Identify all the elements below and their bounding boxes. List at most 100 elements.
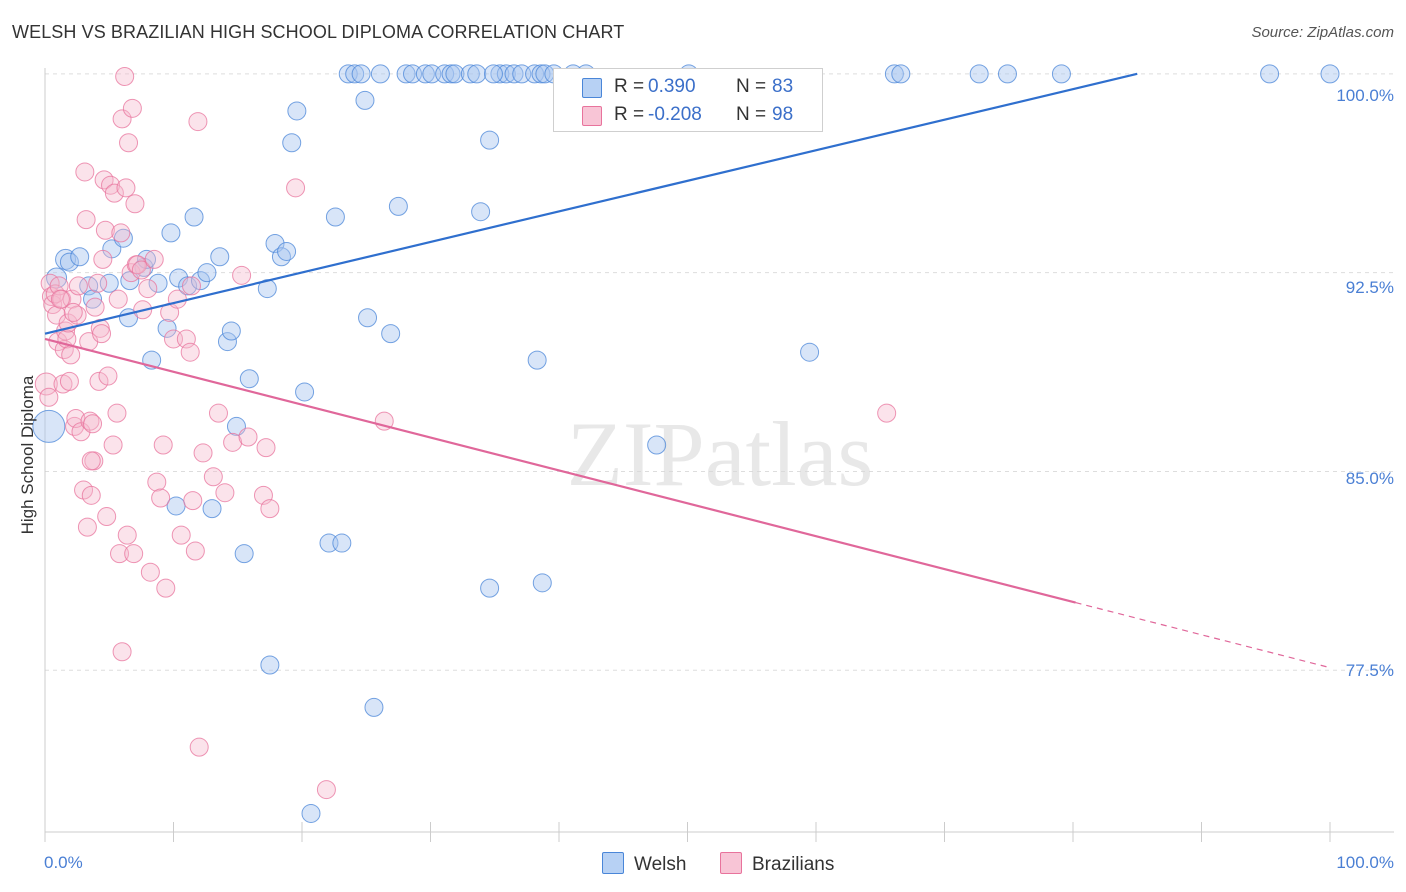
axes <box>44 68 1394 842</box>
brazilian-point <box>103 435 123 455</box>
brazilian-point <box>193 443 213 463</box>
welsh-point <box>480 578 500 598</box>
brazilian-point <box>112 642 132 662</box>
welsh-point <box>210 247 230 267</box>
brazilian-point <box>153 435 173 455</box>
welsh-point <box>388 196 408 216</box>
welsh-point <box>217 332 237 352</box>
brazilian-point <box>110 544 130 564</box>
brazilian-point <box>208 403 228 423</box>
y-tick-label: 85.0% <box>1345 469 1394 488</box>
brazilian-point <box>151 488 171 508</box>
welsh-point <box>332 533 352 553</box>
welsh-point <box>483 64 503 84</box>
welsh-point <box>277 241 297 261</box>
welsh-point <box>239 369 259 389</box>
welsh-point <box>325 207 345 227</box>
brazilian-point <box>93 249 113 269</box>
welsh-point <box>884 64 904 84</box>
brazilian-point <box>232 265 252 285</box>
brazilian-point <box>183 491 203 511</box>
brazilian-point <box>124 544 144 564</box>
brazilian-point <box>119 133 139 153</box>
brazilian-point <box>144 249 164 269</box>
brazilian-point <box>181 276 201 296</box>
x-tick-label-min: 0.0% <box>44 853 83 872</box>
brazilian-point <box>92 324 112 344</box>
welsh-point <box>364 697 384 717</box>
brazilian-point <box>98 366 118 386</box>
legend-r-label: R = <box>614 104 645 125</box>
brazilian-point <box>188 112 208 132</box>
welsh-point <box>1260 64 1280 84</box>
y-tick-label: 92.5% <box>1345 278 1394 297</box>
welsh-point <box>271 247 291 267</box>
welsh-point <box>370 64 390 84</box>
brazilian-point <box>167 289 187 309</box>
brazilian-point <box>203 467 223 487</box>
welsh-point <box>70 247 90 267</box>
brazilian-point <box>75 162 95 182</box>
welsh-point <box>197 263 217 283</box>
welsh-point <box>257 279 277 299</box>
brazilian-point <box>256 438 276 458</box>
brazilian-point <box>147 472 167 492</box>
trend-lines <box>44 72 1331 669</box>
welsh-point <box>355 90 375 110</box>
y-tick-label: 77.5% <box>1345 661 1394 680</box>
welsh-point <box>221 321 241 341</box>
welsh-point <box>525 64 545 84</box>
brazilian-point <box>89 371 109 391</box>
legend-n-label: N = <box>736 76 767 97</box>
welsh-point <box>113 228 133 248</box>
brazilian-point <box>77 517 97 537</box>
brazilian-point <box>115 67 135 87</box>
legend-n-label: N = <box>736 104 767 125</box>
brazilian-point <box>81 451 101 471</box>
brazilian-point <box>50 289 70 309</box>
y-tick-label: 100.0% <box>1336 86 1394 105</box>
welsh-point <box>358 308 378 328</box>
welsh-point <box>800 342 820 362</box>
welsh-point <box>46 267 68 289</box>
brazilian-point <box>180 342 200 362</box>
legend-r-value: 0.390 <box>648 76 696 97</box>
welsh-point <box>202 499 222 519</box>
welsh-point <box>504 64 524 84</box>
welsh-point <box>460 64 480 84</box>
welsh-point <box>148 273 168 293</box>
brazilian-point <box>171 525 191 545</box>
brazilian-point <box>34 372 58 396</box>
welsh-point <box>396 64 416 84</box>
brazilian-point <box>286 178 306 198</box>
brazilian-point <box>95 220 115 240</box>
welsh-point <box>161 223 181 243</box>
brazilian-point <box>223 432 243 452</box>
welsh-point <box>891 64 911 84</box>
brazilian-point <box>104 183 124 203</box>
source-label: Source: ZipAtlas.com <box>1251 24 1394 41</box>
brazilian-point <box>59 371 79 391</box>
welsh-point <box>445 64 465 84</box>
welsh-point <box>184 207 204 227</box>
brazilian-point <box>116 178 136 198</box>
legend-n-value: 98 <box>772 104 794 125</box>
welsh-point <box>351 64 371 84</box>
brazilian-point <box>80 411 100 431</box>
legend-row-welsh: R = 0.390 N = 83 <box>554 73 822 101</box>
brazilian-point <box>125 194 145 214</box>
welsh-point <box>381 324 401 344</box>
welsh-point <box>59 252 79 272</box>
welsh-swatch <box>602 852 624 874</box>
welsh-point <box>471 202 491 222</box>
brazilian-point <box>68 276 88 296</box>
brazilian-points <box>34 67 897 800</box>
brazilian-point <box>88 273 108 293</box>
brazilians-swatch <box>720 852 742 874</box>
welsh-point <box>137 249 157 269</box>
brazilian-point <box>94 170 114 190</box>
brazilian-point <box>85 297 105 317</box>
brazilian-point <box>39 387 59 407</box>
welsh-point <box>301 803 321 823</box>
